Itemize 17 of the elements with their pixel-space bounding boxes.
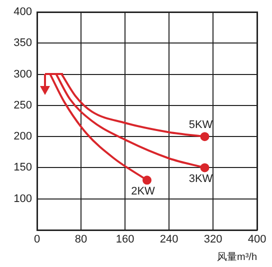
series-label: 5KW (188, 119, 214, 132)
y-tick-label: 100 (14, 192, 32, 205)
x-tick-label: 400 (248, 234, 266, 246)
x-tick-label: 80 (74, 234, 88, 246)
x-tick-label: 0 (34, 234, 40, 246)
series-label: 3KW (188, 173, 214, 186)
x-axis-title: 风量m³/h (217, 252, 257, 263)
x-tick-label: 320 (204, 234, 222, 246)
y-tick-label: 350 (14, 37, 32, 50)
y-tick-label: 200 (14, 130, 32, 143)
y-tick-label: 250 (14, 99, 32, 112)
series-label: 2KW (131, 186, 156, 198)
x-tick-label: 160 (116, 234, 134, 246)
y-tick-label: 150 (14, 162, 32, 174)
y-tick-label: 400 (14, 6, 32, 18)
x-tick-label: 240 (160, 234, 178, 246)
y-tick-label: 300 (14, 68, 32, 80)
